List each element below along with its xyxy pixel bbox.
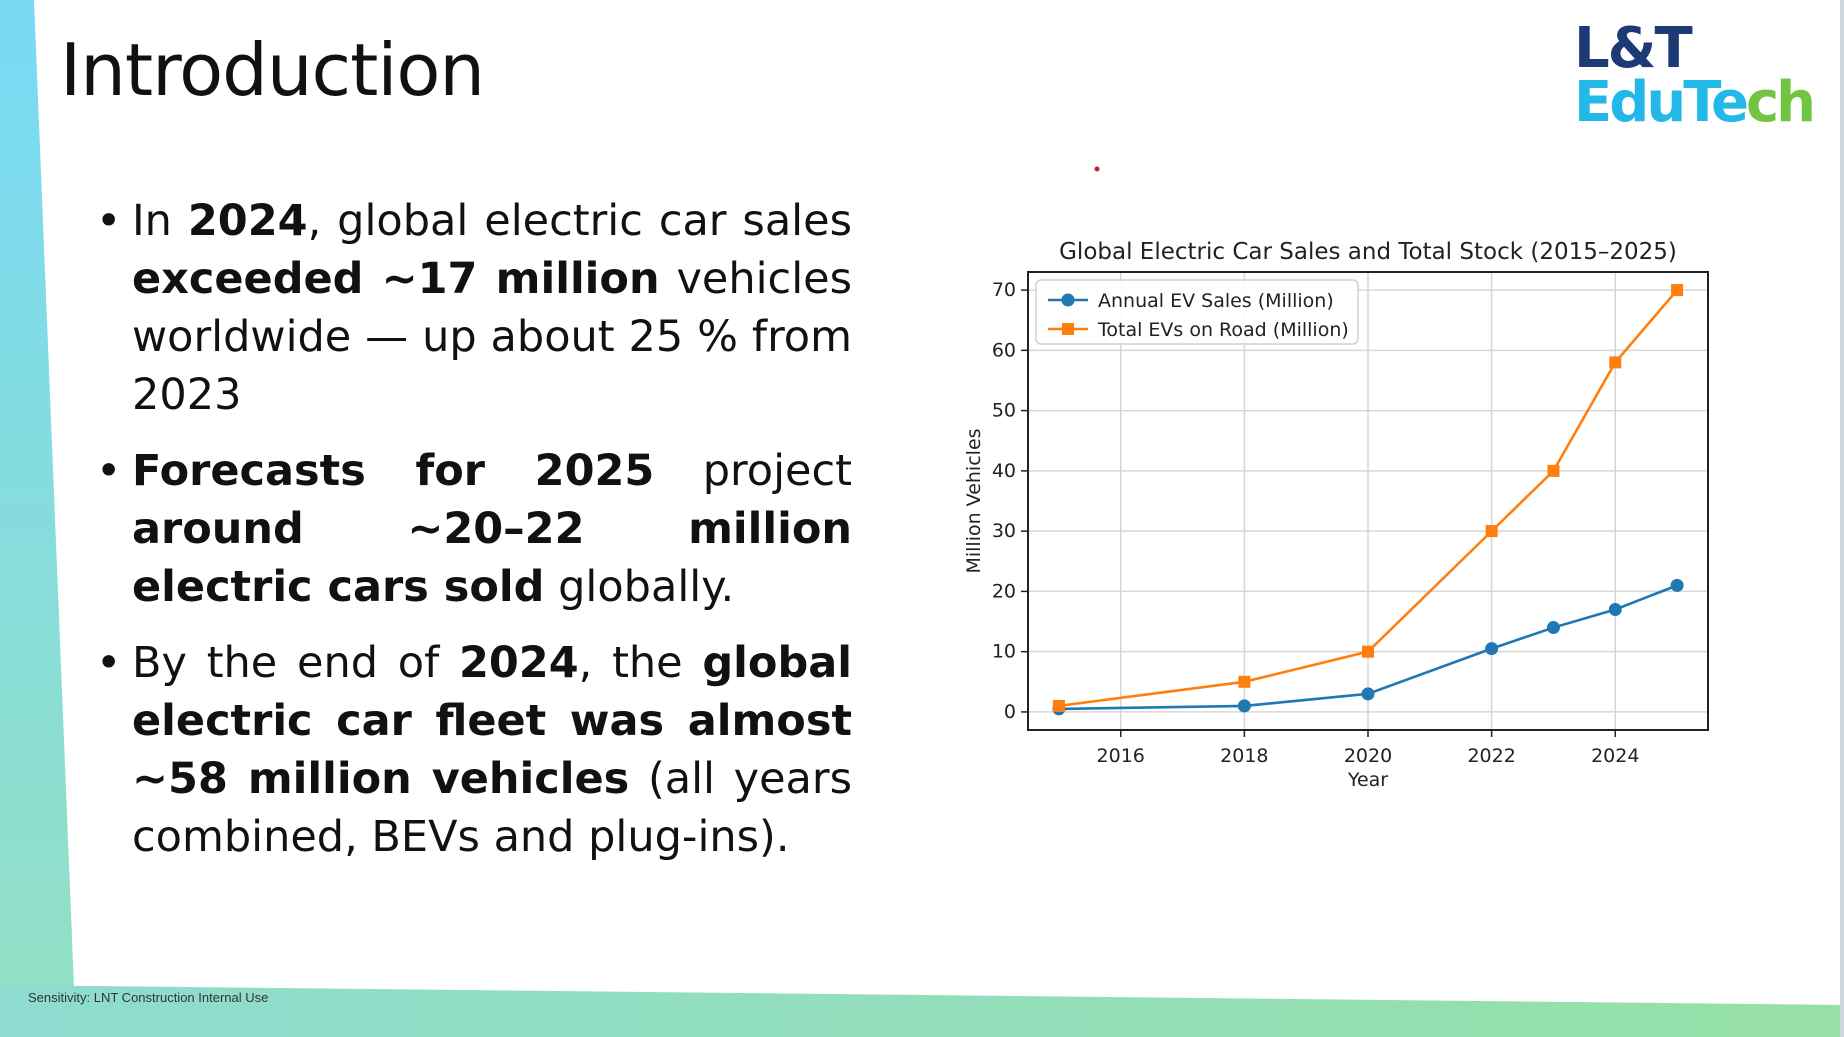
x-tick-label: 2024 bbox=[1591, 745, 1639, 767]
y-tick-label: 60 bbox=[992, 339, 1016, 361]
sensitivity-label: Sensitivity: LNT Construction Internal U… bbox=[28, 990, 269, 1005]
bullet-text: By the end of bbox=[132, 638, 459, 688]
legend-label: Total EVs on Road (Million) bbox=[1097, 319, 1349, 341]
x-tick-label: 2018 bbox=[1220, 745, 1268, 767]
bullet-text: globally. bbox=[544, 562, 735, 612]
bullet-text-bold: around ~20–22 million electric cars sold bbox=[132, 504, 852, 612]
legend-box bbox=[1035, 279, 1359, 345]
ev-chart: 2016 2018 2020 2022 2024 0 10 20 30 40 50 60 70 Globa… bbox=[950, 228, 1710, 848]
logo-text-edutech: EduTech bbox=[1574, 75, 1816, 131]
bullet-dot: • bbox=[96, 196, 122, 246]
bullet-text-bold: Forecasts for 2025 bbox=[132, 446, 655, 496]
chart-title: Global Electric Car Sales and Total Stoc… bbox=[1059, 239, 1677, 265]
left-accent-band bbox=[0, 0, 76, 1037]
y-axis-label: Million Vehicles bbox=[963, 428, 985, 573]
bullet-text-bold: 2024 bbox=[458, 638, 579, 688]
data-point bbox=[1546, 621, 1560, 635]
slide-title: Introduction bbox=[60, 28, 485, 112]
legend-swatch-marker bbox=[1062, 323, 1074, 335]
data-point bbox=[1361, 687, 1375, 701]
data-point bbox=[1671, 284, 1684, 297]
bullet-text: , global electric car sales bbox=[307, 196, 852, 246]
data-point bbox=[1485, 525, 1498, 538]
bullet-item: • Forecasts for 2025 project around ~20–2… bbox=[96, 442, 852, 616]
data-point bbox=[1547, 464, 1560, 477]
y-tick-label: 0 bbox=[1004, 701, 1016, 723]
bottom-accent-band bbox=[0, 985, 1844, 1037]
y-tick-label: 50 bbox=[992, 400, 1016, 422]
bullet-list: • In 2024, global electric car sales exce… bbox=[96, 192, 852, 884]
bullet-text-bold: exceeded ~17 million bbox=[132, 254, 660, 304]
legend-swatch-marker bbox=[1061, 293, 1075, 307]
bullet-item: • In 2024, global electric car sales exce… bbox=[96, 192, 852, 424]
y-tick-label: 30 bbox=[992, 520, 1016, 542]
right-edge-line bbox=[1840, 0, 1844, 1037]
data-point bbox=[1609, 356, 1622, 369]
bullet-text: , the bbox=[578, 638, 703, 688]
bullet-item: • By the end of 2024, the global electric… bbox=[96, 634, 852, 866]
logo-text-ch: ch bbox=[1745, 70, 1816, 135]
x-tick-label: 2020 bbox=[1344, 745, 1392, 767]
data-point bbox=[1608, 602, 1622, 616]
data-point bbox=[1052, 699, 1065, 712]
bullet-text-bold: global electric car fleet was almost ~58… bbox=[132, 638, 853, 804]
data-point bbox=[1238, 675, 1251, 688]
data-point bbox=[1237, 699, 1251, 713]
y-tick-label: 70 bbox=[992, 279, 1016, 301]
data-point bbox=[1362, 645, 1374, 658]
x-axis-label: Year bbox=[1347, 769, 1388, 791]
logo-text-lt: L&T bbox=[1574, 16, 1693, 81]
y-tick-label: 40 bbox=[992, 460, 1016, 482]
bullet-dot: • bbox=[96, 638, 122, 688]
legend-label: Annual EV Sales (Million) bbox=[1098, 290, 1334, 312]
y-tick-label: 10 bbox=[992, 641, 1016, 663]
bullet-text: project bbox=[654, 446, 852, 496]
data-point bbox=[1670, 578, 1684, 592]
bullet-dot: • bbox=[96, 446, 122, 496]
pointer-dot bbox=[1094, 166, 1100, 172]
bullet-text: In bbox=[132, 196, 188, 246]
x-tick-label: 2022 bbox=[1467, 745, 1515, 767]
y-tick-label: 20 bbox=[992, 580, 1016, 602]
logo-text-edute: EduTe bbox=[1574, 70, 1749, 135]
x-tick-label: 2016 bbox=[1097, 745, 1145, 767]
bullet-text-bold: 2024 bbox=[187, 196, 308, 246]
ev-chart-svg: 2016 2018 2020 2022 2024 0 10 20 30 40 50 60 70 Globa… bbox=[963, 239, 1709, 791]
bullet-text: vehicles worldwide — up about 25 % from … bbox=[132, 254, 852, 420]
data-point bbox=[1485, 642, 1499, 656]
lt-edutech-logo: L&T EduTech bbox=[1574, 16, 1816, 131]
bullet-text: (all years combined, BEVs and plug-ins). bbox=[132, 754, 852, 862]
